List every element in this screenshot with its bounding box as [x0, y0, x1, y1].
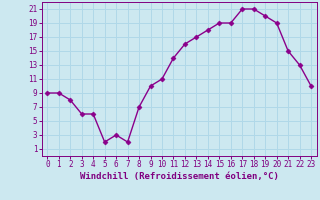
X-axis label: Windchill (Refroidissement éolien,°C): Windchill (Refroidissement éolien,°C): [80, 172, 279, 181]
